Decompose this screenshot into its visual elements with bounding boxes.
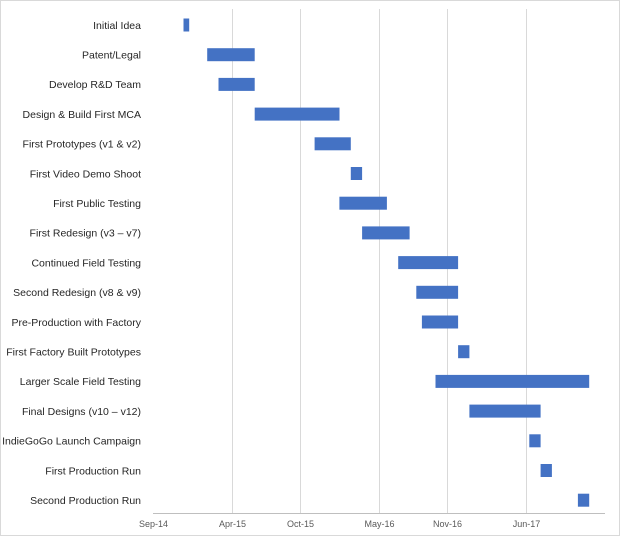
task-label: Initial Idea bbox=[93, 20, 141, 32]
x-axis-ticks: Sep-14 Apr-15 Oct-15 May-16 Nov-16 Jun-17 bbox=[139, 519, 540, 529]
task-bar bbox=[529, 434, 541, 448]
task-bar bbox=[183, 18, 190, 32]
task-label: Continued Field Testing bbox=[31, 257, 141, 269]
task-bar bbox=[339, 196, 387, 210]
task-label: First Public Testing bbox=[53, 198, 141, 210]
task-label: First Factory Built Prototypes bbox=[6, 347, 141, 359]
task-label: Larger Scale Field Testing bbox=[20, 376, 141, 388]
task-label: First Video Demo Shoot bbox=[30, 168, 141, 180]
task-bar bbox=[577, 493, 590, 507]
task-bar bbox=[416, 285, 459, 299]
task-label: First Production Run bbox=[45, 465, 141, 477]
task-label: Second Redesign (v8 & v9) bbox=[13, 287, 141, 299]
task-bar bbox=[469, 404, 541, 418]
x-tick-label: Sep-14 bbox=[139, 519, 168, 529]
task-label: Patent/Legal bbox=[82, 50, 141, 62]
task-bar bbox=[421, 315, 459, 329]
x-tick-label: Nov-16 bbox=[433, 519, 462, 529]
task-bar bbox=[362, 226, 410, 240]
gridlines bbox=[153, 9, 605, 514]
x-tick-label: Apr-15 bbox=[219, 519, 246, 529]
task-label: Pre-Production with Factory bbox=[11, 317, 141, 329]
task-bar bbox=[218, 77, 255, 91]
task-bar bbox=[398, 256, 459, 270]
task-bar bbox=[314, 137, 351, 151]
x-tick-label: Jun-17 bbox=[513, 519, 541, 529]
task-label: Final Designs (v10 – v12) bbox=[22, 406, 141, 418]
task-bars bbox=[183, 18, 590, 507]
task-label: Second Production Run bbox=[30, 495, 141, 507]
task-bar bbox=[207, 48, 255, 62]
x-tick-label: May-16 bbox=[364, 519, 394, 529]
task-labels: Initial Idea Patent/Legal Develop R&D Team… bbox=[2, 20, 142, 507]
task-label: First Redesign (v3 – v7) bbox=[30, 228, 141, 240]
task-bar bbox=[540, 464, 552, 477]
task-bar bbox=[254, 107, 340, 121]
task-label: Develop R&D Team bbox=[49, 79, 141, 91]
x-tick-label: Oct-15 bbox=[287, 519, 314, 529]
task-label: IndieGoGo Launch Campaign bbox=[2, 436, 141, 448]
task-bar bbox=[435, 374, 590, 388]
task-bar bbox=[350, 167, 363, 180]
task-label: First Prototypes (v1 & v2) bbox=[23, 139, 141, 151]
task-bar bbox=[458, 345, 470, 359]
task-label: Design & Build First MCA bbox=[23, 109, 141, 121]
